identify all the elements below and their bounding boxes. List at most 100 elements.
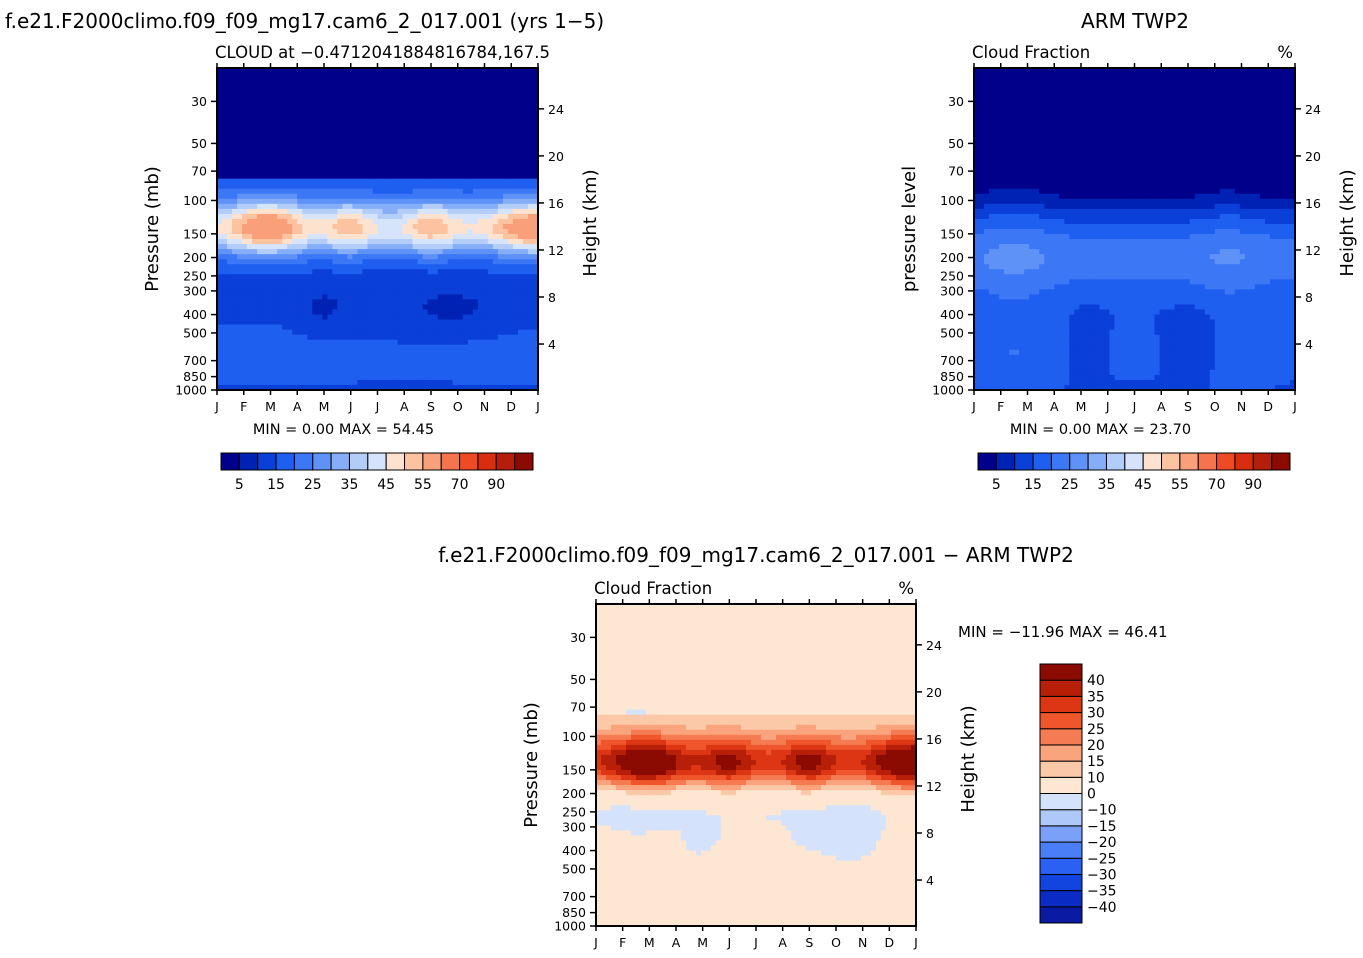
obs-field-cell — [1289, 98, 1296, 104]
model-field-cell — [452, 374, 459, 381]
obs-field-cell — [1289, 83, 1296, 89]
model-field-cell — [282, 384, 288, 391]
model-field-cell — [497, 319, 504, 326]
model-field-cell — [512, 384, 519, 391]
model-field-cell — [352, 349, 359, 356]
model-field-cell — [327, 143, 333, 150]
obs-field-cell — [1044, 88, 1050, 94]
model-field-cell — [487, 133, 494, 140]
obs-field-cell — [1134, 118, 1141, 124]
model-field-cell — [527, 359, 534, 366]
model-field-cell — [427, 138, 434, 145]
model-field-cell — [457, 103, 464, 109]
obs-field-cell — [1239, 83, 1246, 89]
model-field-cell — [387, 108, 394, 114]
model-field-cell — [252, 133, 258, 140]
model-field-cell — [392, 269, 399, 275]
model-field-cell — [247, 158, 253, 165]
model-field-cell — [367, 178, 374, 185]
model-field-cell — [462, 369, 469, 376]
model-field-cell — [407, 294, 414, 301]
model-field-cell — [432, 183, 439, 190]
model-field-cell — [392, 234, 399, 240]
model-field-cell — [497, 183, 504, 190]
model-field-cell — [532, 118, 539, 124]
model-field-cell — [312, 168, 318, 175]
obs-field-cell — [1089, 83, 1095, 89]
model-field-cell — [427, 178, 434, 185]
model-field-cell — [382, 153, 389, 160]
model-field-cell — [302, 379, 308, 386]
model-field-cell — [272, 198, 278, 205]
obs-field-cell — [1164, 93, 1171, 99]
model-field-cell — [217, 193, 223, 200]
model-field-cell — [412, 123, 419, 129]
model-field-cell — [337, 284, 343, 290]
model-field-cell — [497, 108, 504, 114]
model-field-cell — [317, 364, 323, 371]
model-field-cell — [527, 269, 534, 275]
model-field-cell — [282, 103, 288, 109]
model-field-cell — [407, 274, 414, 280]
model-field-cell — [367, 269, 374, 275]
model-field-cell — [297, 193, 303, 200]
model-field-cell — [282, 68, 288, 74]
model-field-cell — [502, 344, 509, 351]
model-field-cell — [302, 294, 308, 301]
model-field-cell — [222, 264, 228, 270]
model-field-cell — [502, 249, 509, 255]
model-field-cell — [332, 148, 338, 155]
obs-field-cell — [1144, 123, 1151, 129]
model-field-cell — [462, 354, 469, 361]
model-field-cell — [347, 183, 354, 190]
model-field-cell — [307, 108, 313, 114]
model-field-cell — [312, 279, 318, 285]
model-field-cell — [262, 73, 268, 79]
obs-field-cell — [1019, 93, 1025, 99]
model-field-cell — [367, 108, 374, 114]
model-field-cell — [257, 294, 263, 301]
model-field-cell — [312, 319, 318, 326]
model-field-cell — [367, 304, 374, 311]
model-field-cell — [317, 218, 323, 225]
model-field-cell — [252, 249, 258, 255]
obs-field-cell — [1254, 93, 1261, 99]
model-field-cell — [462, 349, 469, 356]
model-field-cell — [317, 379, 323, 386]
model-field-cell — [412, 369, 419, 376]
model-field-cell — [372, 324, 379, 331]
obs-field-cell — [1189, 123, 1196, 129]
model-field-cell — [392, 68, 399, 74]
model-field-cell — [467, 198, 474, 205]
model-field-cell — [457, 193, 464, 200]
model-field-cell — [332, 229, 338, 235]
model-field-cell — [457, 359, 464, 366]
model-field-cell — [517, 384, 524, 391]
obs-field-cell — [1259, 83, 1266, 89]
model-field-cell — [527, 153, 534, 160]
model-field-cell — [472, 319, 479, 326]
model-field-cell — [527, 344, 534, 351]
model-field-cell — [522, 153, 529, 160]
model-field-cell — [442, 279, 449, 285]
model-field-cell — [217, 138, 223, 145]
obs-field-cell — [974, 103, 980, 109]
model-field-cell — [262, 113, 268, 119]
model-field-cell — [222, 364, 228, 371]
model-field-cell — [397, 118, 404, 124]
model-field-cell — [437, 304, 444, 311]
model-field-cell — [522, 203, 529, 210]
model-field-cell — [322, 103, 328, 109]
obs-field-cell — [1019, 128, 1025, 135]
model-field-cell — [287, 239, 293, 245]
model-field-cell — [377, 103, 384, 109]
model-field-cell — [247, 289, 253, 296]
model-field-cell — [292, 73, 298, 79]
model-field-cell — [522, 239, 529, 245]
model-field-cell — [417, 143, 424, 150]
obs-field-cell — [1019, 123, 1025, 129]
model-field-cell — [417, 239, 424, 245]
model-field-cell — [312, 299, 318, 306]
model-field-cell — [362, 198, 369, 205]
model-field-cell — [462, 148, 469, 155]
